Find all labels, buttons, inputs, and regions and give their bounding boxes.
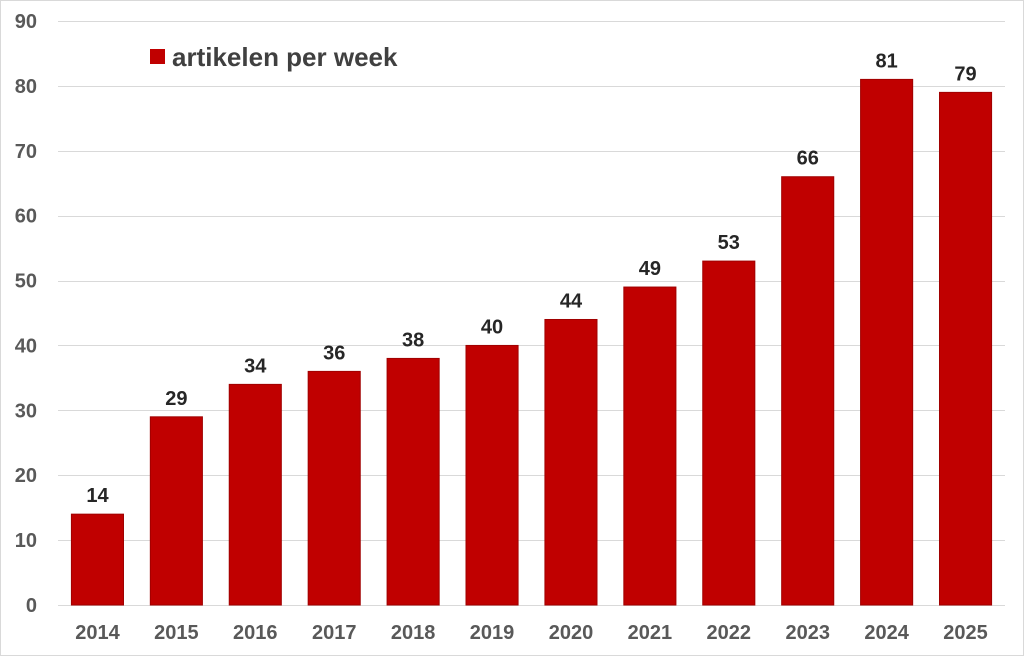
data-label: 81 (876, 50, 898, 72)
x-tick-label: 2016 (233, 622, 278, 644)
x-tick-label: 2023 (785, 622, 830, 644)
y-tick-label: 60 (15, 206, 37, 228)
y-tick-label: 50 (15, 271, 37, 293)
legend: artikelen per week (150, 42, 398, 72)
data-label: 40 (481, 316, 503, 338)
gridlines (58, 21, 1005, 606)
y-tick-label: 10 (15, 530, 37, 552)
bar-2018 (386, 357, 440, 606)
data-label: 14 (86, 485, 109, 507)
y-tick-label: 90 (15, 11, 37, 33)
y-tick-label: 30 (15, 400, 37, 422)
bar-2023 (781, 176, 835, 606)
x-tick-label: 2014 (75, 622, 120, 644)
bar-2025 (938, 91, 993, 606)
data-label: 79 (954, 63, 976, 85)
x-tick-label: 2025 (943, 622, 988, 644)
data-label: 49 (639, 258, 661, 280)
bar-2017 (307, 370, 361, 606)
x-tick-label: 2021 (628, 622, 673, 644)
data-labels: 14 29 34 36 38 40 44 49 53 66 81 79 (86, 50, 976, 507)
x-tick-label: 2024 (864, 622, 909, 644)
bar-2016 (228, 383, 282, 606)
bar-2015 (149, 416, 203, 606)
bars (70, 78, 993, 606)
y-tick-label: 0 (26, 595, 37, 617)
x-tick-label: 2017 (312, 622, 357, 644)
y-tick-label: 40 (15, 335, 37, 357)
y-axis-tick-labels: 0 10 20 30 40 50 60 70 80 90 (15, 11, 37, 617)
x-tick-label: 2019 (470, 622, 515, 644)
x-tick-label: 2020 (549, 622, 594, 644)
bar-2022 (702, 260, 756, 606)
x-tick-label: 2018 (391, 622, 436, 644)
data-label: 34 (244, 355, 267, 377)
data-label: 36 (323, 342, 345, 364)
data-label: 53 (718, 232, 740, 254)
y-tick-label: 80 (15, 76, 37, 98)
x-tick-label: 2022 (707, 622, 752, 644)
bar-2020 (544, 318, 598, 606)
bar-2014 (70, 513, 125, 606)
bar-2019 (465, 344, 519, 606)
y-tick-label: 70 (15, 141, 37, 163)
bar-2024 (860, 78, 914, 606)
data-label: 44 (560, 290, 583, 312)
legend-label: artikelen per week (172, 42, 398, 72)
legend-swatch (150, 49, 165, 64)
data-label: 66 (797, 148, 819, 170)
bar-2021 (623, 286, 677, 606)
data-label: 38 (402, 329, 424, 351)
data-label: 29 (165, 388, 187, 410)
x-tick-label: 2015 (154, 622, 199, 644)
y-tick-label: 20 (15, 465, 37, 487)
x-axis-tick-labels: 2014 2015 2016 2017 2018 2019 2020 2021 2022 2023… (75, 622, 988, 644)
